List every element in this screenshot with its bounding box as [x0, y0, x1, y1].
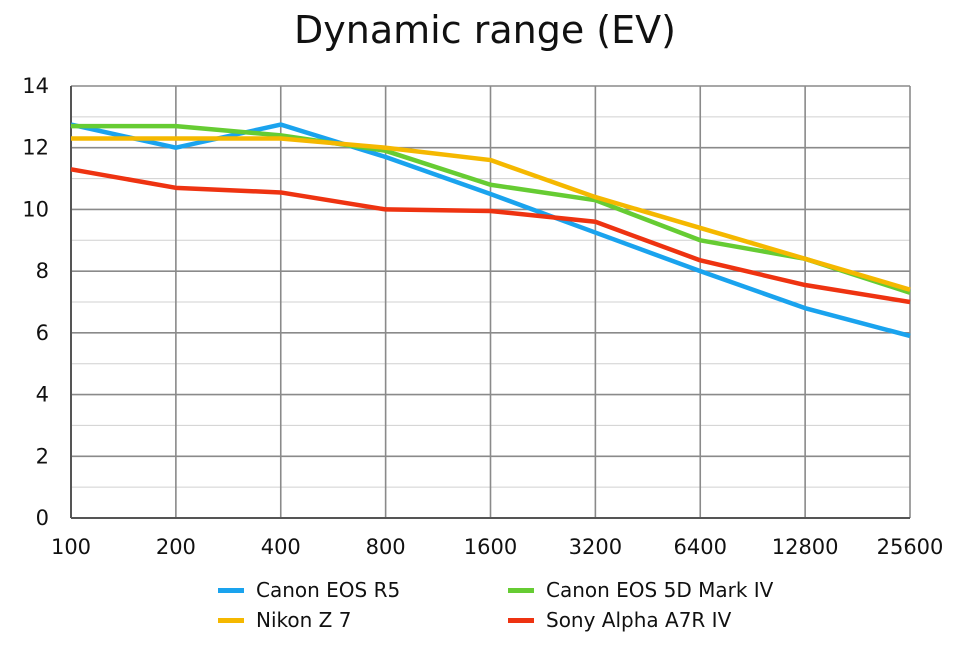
- x-tick-label: 12800: [772, 535, 839, 559]
- y-tick-label: 6: [36, 321, 49, 345]
- series-line-1: [71, 123, 911, 295]
- y-tick-label: 2: [36, 444, 49, 468]
- legend-swatch: [218, 617, 244, 623]
- x-tick-label: 1600: [464, 535, 517, 559]
- x-tick-label: 25600: [877, 535, 944, 559]
- x-tick-label: 200: [156, 535, 196, 559]
- legend-label: Sony Alpha A7R IV: [546, 608, 732, 632]
- x-tick-label: 6400: [674, 535, 727, 559]
- y-tick-label: 12: [22, 136, 49, 160]
- x-tick-label: 400: [261, 535, 301, 559]
- y-tick-label: 10: [22, 197, 49, 221]
- y-tick-label: 0: [36, 506, 49, 530]
- legend-swatch: [508, 587, 534, 593]
- y-tick-label: 8: [36, 259, 49, 283]
- legend-entry-canon-eos-r5: Canon EOS R5: [218, 577, 508, 603]
- series-line-3: [70, 167, 911, 305]
- series-line-2: [71, 136, 911, 292]
- legend-label: Canon EOS R5: [256, 578, 401, 602]
- series-lines: [70, 122, 911, 339]
- x-tick-label: 100: [51, 535, 91, 559]
- x-axis-ticks: 100 200 400 800 1600 3200 6400 12800 25600: [51, 535, 943, 559]
- y-tick-label: 14: [22, 74, 49, 98]
- y-tick-label: 4: [36, 383, 49, 407]
- legend: Canon EOS R5 Canon EOS 5D Mark IV Nikon …: [218, 577, 838, 633]
- legend-swatch: [218, 587, 244, 593]
- chart-title: Dynamic range (EV): [294, 8, 676, 52]
- legend-entry-nikon-z-7: Nikon Z 7: [218, 607, 508, 633]
- legend-entry-canon-eos-5d-mark-iv: Canon EOS 5D Mark IV: [508, 577, 838, 603]
- x-tick-label: 3200: [569, 535, 622, 559]
- legend-swatch: [508, 617, 534, 623]
- y-axis-ticks: 0 2 4 6 8 10 12 14: [22, 74, 49, 530]
- legend-entry-sony-alpha-a7r-iv: Sony Alpha A7R IV: [508, 607, 838, 633]
- legend-label: Nikon Z 7: [256, 608, 352, 632]
- x-tick-label: 800: [366, 535, 406, 559]
- legend-label: Canon EOS 5D Mark IV: [546, 578, 774, 602]
